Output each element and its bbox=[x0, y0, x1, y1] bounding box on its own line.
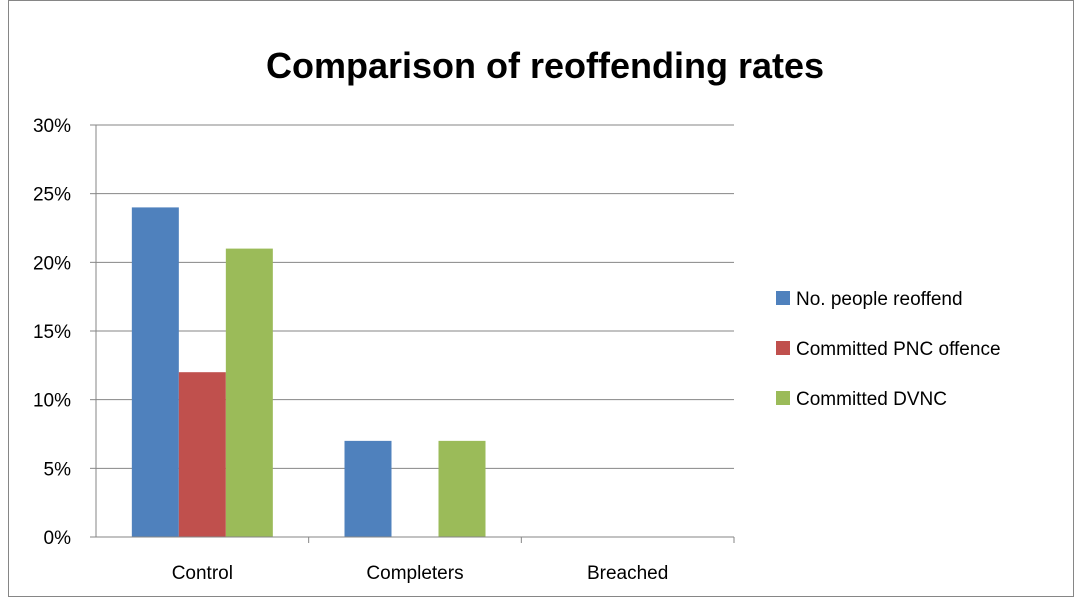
bar bbox=[178, 372, 226, 537]
bar bbox=[344, 440, 392, 537]
bar bbox=[131, 207, 179, 537]
chart-title: Comparison of reoffending rates bbox=[266, 45, 824, 86]
legend-swatch bbox=[776, 291, 790, 305]
y-tick-label: 20% bbox=[33, 253, 71, 274]
legend-label: No. people reoffend bbox=[796, 289, 963, 310]
legend-label: Committed DVNC bbox=[796, 389, 947, 410]
legend: No. people reoffend Committed PNC offence… bbox=[776, 289, 1001, 410]
x-tick-label: Control bbox=[172, 563, 233, 584]
y-tick-label: 0% bbox=[44, 528, 72, 549]
bars bbox=[131, 207, 486, 537]
y-tick-label: 25% bbox=[33, 185, 71, 206]
bar bbox=[438, 440, 486, 537]
x-tick-label: Breached bbox=[587, 563, 668, 584]
legend-swatch bbox=[776, 391, 790, 405]
bar bbox=[225, 248, 273, 537]
y-tick-label: 30% bbox=[33, 116, 71, 137]
y-tick-label: 5% bbox=[44, 459, 72, 480]
x-tick-label: Completers bbox=[366, 563, 463, 584]
y-tick-label: 10% bbox=[33, 391, 71, 412]
axes bbox=[90, 124, 735, 543]
legend-label: Committed PNC offence bbox=[796, 339, 1001, 360]
y-axis-ticks: 0% 5% 10% 15% 20% 25% 30% bbox=[33, 116, 71, 549]
x-axis-ticks: Control Completers Breached bbox=[172, 563, 669, 584]
legend-swatch bbox=[776, 341, 790, 355]
y-tick-label: 15% bbox=[33, 322, 71, 343]
